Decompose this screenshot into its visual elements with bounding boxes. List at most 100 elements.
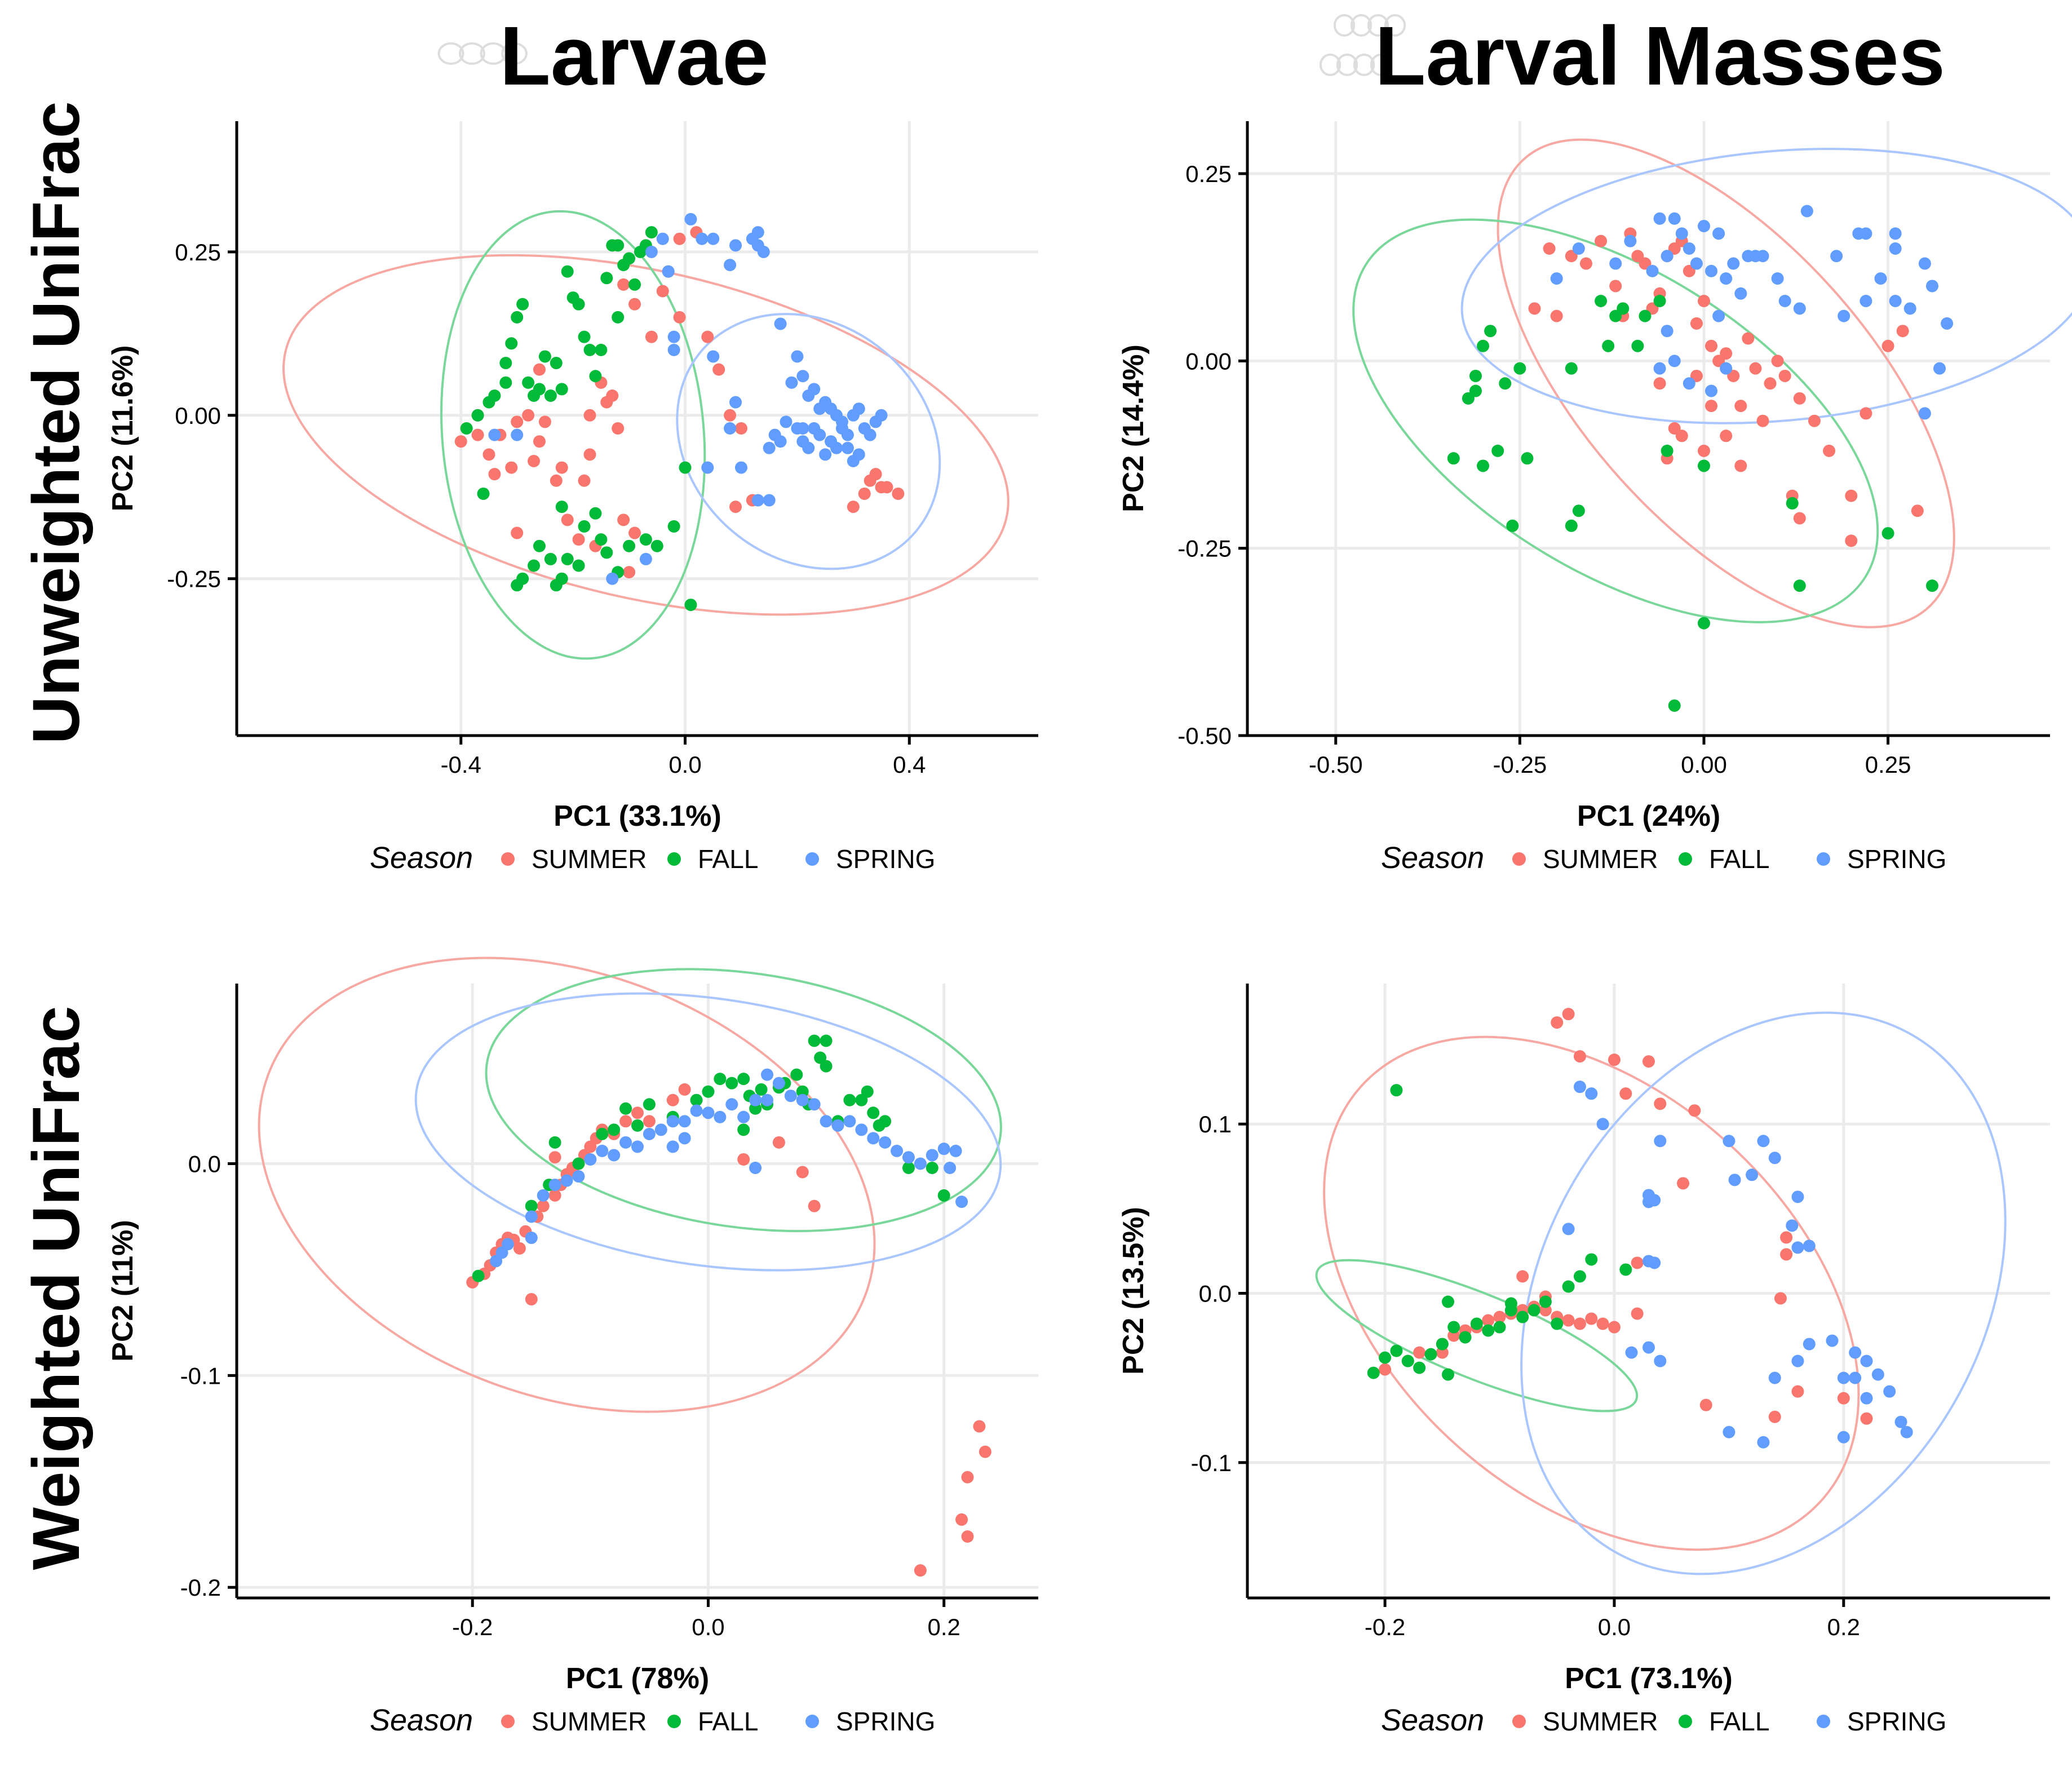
larva-segment <box>1319 54 1342 76</box>
data-point <box>1661 444 1673 457</box>
data-point <box>867 1132 880 1145</box>
data-point <box>550 357 563 370</box>
data-point <box>522 409 535 422</box>
data-point <box>808 1098 821 1111</box>
data-point <box>944 1162 957 1174</box>
data-point <box>608 1149 621 1162</box>
data-point <box>1728 1174 1741 1186</box>
data-point <box>525 1210 538 1223</box>
y-axis-label: PC2 (13.5%) <box>1117 1207 1150 1375</box>
data-point <box>696 232 709 245</box>
y-axis-label: PC2 (11%) <box>107 1220 139 1361</box>
data-point <box>628 278 641 291</box>
data-point <box>666 1140 679 1153</box>
data-point <box>1477 459 1490 472</box>
data-point <box>1690 257 1703 270</box>
legend-label: SUMMER <box>532 1707 647 1736</box>
legend-key <box>501 852 515 866</box>
data-point <box>734 461 747 474</box>
data-point <box>690 1093 703 1106</box>
data-point <box>656 285 669 298</box>
data-point <box>875 409 888 422</box>
data-point <box>1642 1055 1655 1068</box>
decoration-layer <box>437 14 1406 76</box>
y-tick-label: 0.25 <box>1185 161 1232 187</box>
data-point <box>1470 1317 1483 1330</box>
data-point <box>595 533 608 546</box>
data-point <box>596 1144 609 1157</box>
data-point <box>892 487 905 500</box>
data-point <box>749 1093 762 1106</box>
data-point <box>755 1083 768 1096</box>
data-point <box>1780 1231 1793 1244</box>
data-point <box>790 1068 803 1081</box>
data-point <box>1677 1177 1690 1190</box>
x-tick-label: 0.00 <box>1681 751 1727 778</box>
legend-title: Season <box>370 841 473 875</box>
data-point <box>1562 1223 1575 1236</box>
y-tick-label: -0.2 <box>180 1574 221 1601</box>
data-point <box>1573 1317 1586 1330</box>
data-point <box>667 330 680 343</box>
data-point <box>1442 1368 1454 1381</box>
data-point <box>1506 519 1519 532</box>
row-title-weighted: Weighted UniFrac <box>19 1006 94 1570</box>
larva-icon <box>437 42 528 65</box>
data-point <box>572 559 585 572</box>
larva-segment <box>1353 54 1375 76</box>
data-point <box>1631 1256 1644 1269</box>
data-point <box>1768 1371 1781 1384</box>
data-point <box>772 1136 785 1149</box>
data-point <box>831 1119 844 1132</box>
data-point <box>847 501 860 513</box>
data-point <box>1653 362 1666 375</box>
chart-panel: -0.50 -0.25 0.00 0.25 -0.50 -0.25 0.00 0.25 PC1 … <box>1117 121 2072 875</box>
x-tick-label: -0.50 <box>1309 751 1363 778</box>
data-point <box>623 252 636 265</box>
data-point <box>544 389 557 402</box>
data-point <box>578 474 591 487</box>
data-point <box>1837 1371 1850 1384</box>
data-point <box>751 226 764 239</box>
data-point <box>572 298 585 311</box>
legend-label: FALL <box>1709 1707 1769 1736</box>
data-point <box>1734 459 1747 472</box>
data-point <box>1447 1321 1460 1334</box>
y-tick-label: -0.25 <box>167 566 221 592</box>
data-point <box>516 572 529 585</box>
data-point <box>1723 1135 1735 1148</box>
x-axis-label: PC1 (78%) <box>566 1662 709 1695</box>
data-point <box>678 1115 691 1128</box>
data-point <box>749 1162 762 1174</box>
larva-segment <box>501 42 528 65</box>
legend-label: SUMMER <box>1543 1707 1658 1736</box>
confidence-ellipse <box>1460 148 2072 424</box>
data-point <box>724 259 737 272</box>
data-point <box>1585 1312 1598 1325</box>
data-point <box>702 1106 715 1119</box>
data-point <box>548 1189 561 1202</box>
data-point <box>1933 362 1946 375</box>
confidence-ellipse <box>1352 218 1879 623</box>
data-point <box>1608 1053 1621 1066</box>
data-point <box>550 474 563 487</box>
data-point <box>1639 309 1652 322</box>
data-point <box>1803 1338 1816 1351</box>
data-point <box>1482 1314 1495 1327</box>
data-point <box>584 1153 597 1166</box>
legend-title: Season <box>370 1703 473 1737</box>
data-point <box>737 1153 750 1166</box>
data-point <box>1793 579 1806 592</box>
data-point <box>666 1093 679 1106</box>
data-point <box>737 1073 750 1086</box>
data-point <box>662 265 675 278</box>
data-point <box>511 428 524 441</box>
y-tick-label: -0.50 <box>1177 723 1232 749</box>
confidence-ellipse <box>440 210 706 660</box>
data-point <box>763 441 776 454</box>
confidence-ellipse <box>1315 1259 1639 1413</box>
data-point <box>1573 1050 1586 1063</box>
data-point <box>639 552 652 565</box>
data-point <box>482 448 495 461</box>
data-point <box>763 494 776 507</box>
